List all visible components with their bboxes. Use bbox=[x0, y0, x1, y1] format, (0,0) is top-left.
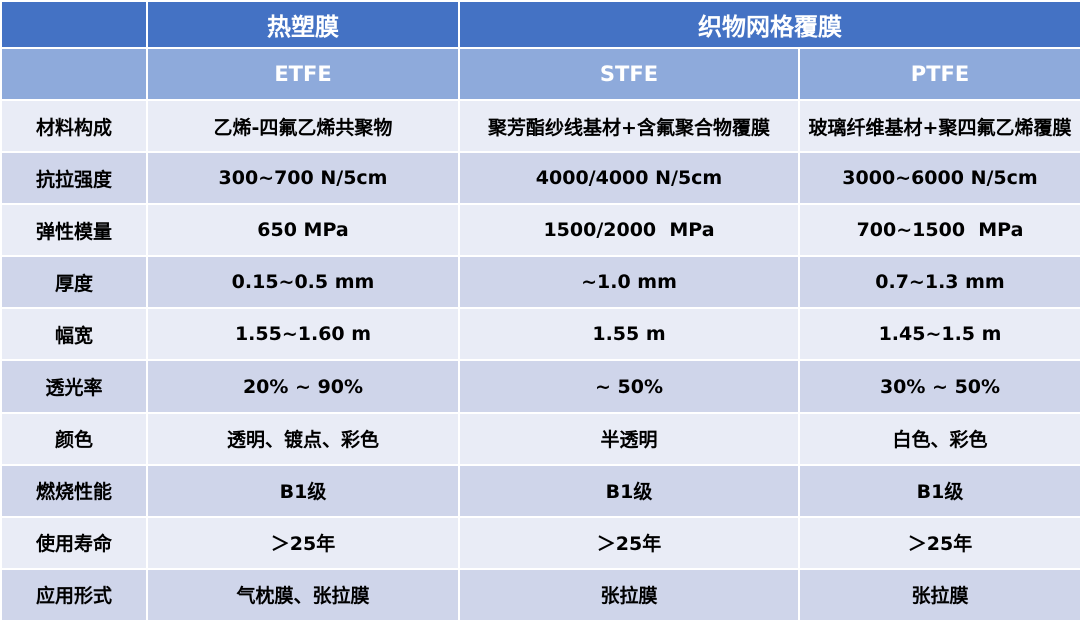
group-header-fabric: 织物网格覆膜 bbox=[458, 0, 1080, 49]
table-row: 材料构成 乙烯-四氟乙烯共聚物 聚芳酯纱线基材+含氟聚合物覆膜 玻璃纤维基材+聚… bbox=[0, 98, 1080, 154]
row-label: 透光率 bbox=[0, 359, 148, 414]
corner-cell bbox=[0, 0, 148, 49]
etfe-cell: 1.55~1.60 m bbox=[146, 307, 460, 362]
column-header-row: ETFE STFE PTFE bbox=[0, 47, 1080, 101]
etfe-cell: 20% ~ 90% bbox=[146, 359, 460, 414]
column-header-stfe: STFE bbox=[458, 47, 800, 101]
etfe-cell: B1级 bbox=[146, 463, 460, 518]
stfe-cell: ＞25年 bbox=[458, 515, 800, 570]
etfe-cell: 300~700 N/5cm bbox=[146, 151, 460, 206]
ptfe-cell: 白色、彩色 bbox=[798, 411, 1080, 466]
row-label: 颜色 bbox=[0, 411, 148, 466]
etfe-cell: 透明、镀点、彩色 bbox=[146, 411, 460, 466]
table-row: 厚度 0.15~0.5 mm ~1.0 mm 0.7~1.3 mm bbox=[0, 255, 1080, 310]
ptfe-cell: 30% ~ 50% bbox=[798, 359, 1080, 414]
column-header-etfe: ETFE bbox=[146, 47, 460, 101]
table-row: 抗拉强度 300~700 N/5cm 4000/4000 N/5cm 3000~… bbox=[0, 151, 1080, 206]
stfe-cell: B1级 bbox=[458, 463, 800, 518]
row-label: 材料构成 bbox=[0, 98, 148, 154]
stfe-cell: ~ 50% bbox=[458, 359, 800, 414]
ptfe-cell: B1级 bbox=[798, 463, 1080, 518]
table-row: 应用形式 气枕膜、张拉膜 张拉膜 张拉膜 bbox=[0, 567, 1080, 622]
ptfe-cell: 0.7~1.3 mm bbox=[798, 255, 1080, 310]
group-header-thermoplastic: 热塑膜 bbox=[146, 0, 460, 49]
table-row: 使用寿命 ＞25年 ＞25年 ＞25年 bbox=[0, 515, 1080, 570]
table-row: 弹性模量 650 MPa 1500/2000 MPa 700~1500 MPa bbox=[0, 203, 1080, 258]
row-label: 应用形式 bbox=[0, 567, 148, 622]
stfe-cell: 张拉膜 bbox=[458, 567, 800, 622]
ptfe-cell: 张拉膜 bbox=[798, 567, 1080, 622]
table-row: 透光率 20% ~ 90% ~ 50% 30% ~ 50% bbox=[0, 359, 1080, 414]
row-label: 燃烧性能 bbox=[0, 463, 148, 518]
stfe-cell: 1.55 m bbox=[458, 307, 800, 362]
etfe-cell: 0.15~0.5 mm bbox=[146, 255, 460, 310]
stfe-cell: 半透明 bbox=[458, 411, 800, 466]
table-row: 燃烧性能 B1级 B1级 B1级 bbox=[0, 463, 1080, 518]
stfe-cell: 聚芳酯纱线基材+含氟聚合物覆膜 bbox=[458, 98, 800, 154]
stfe-cell: 4000/4000 N/5cm bbox=[458, 151, 800, 206]
group-header-row: 热塑膜 织物网格覆膜 bbox=[0, 0, 1080, 49]
row-label: 幅宽 bbox=[0, 307, 148, 362]
etfe-cell: 650 MPa bbox=[146, 203, 460, 258]
ptfe-cell: 玻璃纤维基材+聚四氟乙烯覆膜 bbox=[798, 98, 1080, 154]
ptfe-cell: 700~1500 MPa bbox=[798, 203, 1080, 258]
stfe-cell: ~1.0 mm bbox=[458, 255, 800, 310]
ptfe-cell: 1.45~1.5 m bbox=[798, 307, 1080, 362]
table-row: 颜色 透明、镀点、彩色 半透明 白色、彩色 bbox=[0, 411, 1080, 466]
etfe-cell: 气枕膜、张拉膜 bbox=[146, 567, 460, 622]
row-label: 厚度 bbox=[0, 255, 148, 310]
column-header-ptfe: PTFE bbox=[798, 47, 1080, 101]
ptfe-cell: ＞25年 bbox=[798, 515, 1080, 570]
ptfe-cell: 3000~6000 N/5cm bbox=[798, 151, 1080, 206]
row-label: 使用寿命 bbox=[0, 515, 148, 570]
row-label: 弹性模量 bbox=[0, 203, 148, 258]
table-row: 幅宽 1.55~1.60 m 1.55 m 1.45~1.5 m bbox=[0, 307, 1080, 362]
stfe-cell: 1500/2000 MPa bbox=[458, 203, 800, 258]
etfe-cell: 乙烯-四氟乙烯共聚物 bbox=[146, 98, 460, 154]
corner-cell-2 bbox=[0, 47, 148, 101]
row-label: 抗拉强度 bbox=[0, 151, 148, 206]
etfe-cell: ＞25年 bbox=[146, 515, 460, 570]
